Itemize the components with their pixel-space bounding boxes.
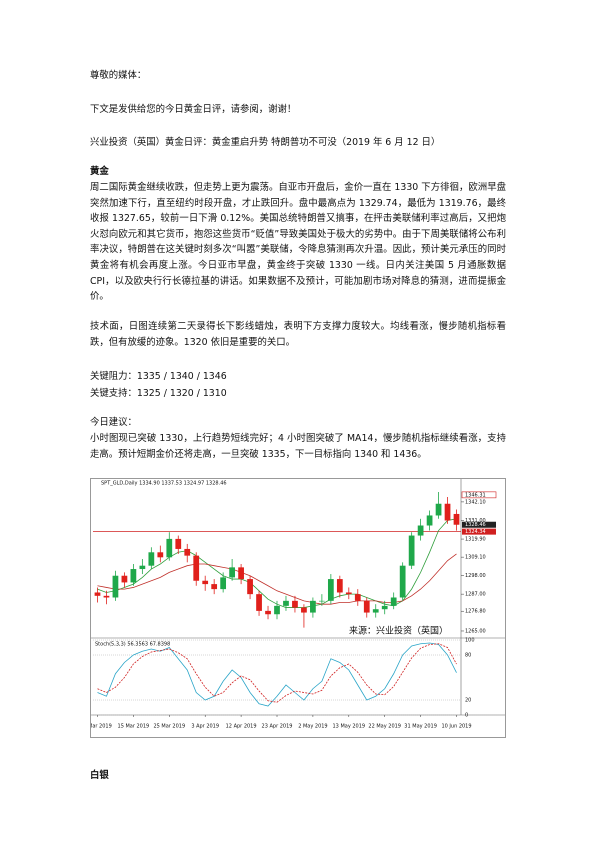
y-tick-label: 0 [465,713,468,719]
candle-body [327,579,334,601]
y-tick-label: 1309.10 [465,555,486,561]
x-tick-label: 6 Mar 2019 [90,724,112,730]
y-tick-label: 1276.80 [465,609,486,615]
candle-body [336,579,343,593]
candle-body [435,503,442,516]
headline: 兴业投资（英国）黄金日评：黄金重启升势 特朗普功不可没（2019 年 6 月 1… [90,137,441,148]
candle-body [301,607,307,613]
candle-body [175,538,182,549]
candle-body [265,610,271,615]
intro: 下文是发供给您的今日黄金日评，请参阅，谢谢！ [90,104,297,115]
section-heading: 黄金 [90,166,109,177]
support: 关键支持：1325 / 1320 / 1310 [90,388,227,399]
price-tag-label: 1324.34 [465,529,486,535]
y-tick-label: 1319.90 [465,537,486,543]
x-tick-label: 3 Apr 2019 [191,724,219,730]
moving-average [97,553,457,605]
chart: SPT_GLD,Daily 1334.90 1337.53 1324.97 13… [90,478,506,738]
candle-body [408,535,415,566]
chart-title: SPT_GLD,Daily 1334.90 1337.53 1324.97 13… [101,481,227,487]
x-tick-label: 13 May 2019 [333,724,366,730]
candle-body [220,577,227,590]
candle-body [426,515,433,526]
candle-body [148,552,155,566]
candle-body [372,609,379,613]
candle-body [184,548,191,556]
price-tag [462,528,496,535]
candle-body [274,605,280,615]
x-tick-label: 23 Apr 2019 [262,724,293,730]
x-tick-label: 25 Mar 2019 [153,724,185,730]
paragraph: 周二国际黄金继续收跌，但走势上更为震荡。自亚市开盘后，金价一直在 1330 下方… [90,182,506,303]
x-tick-label: 10 Jun 2019 [441,724,471,730]
y-tick-label: 1265.00 [465,628,486,634]
candle-body [229,567,235,578]
stochastic-line [97,643,457,703]
candle-body [112,575,119,598]
price-tag-label: 1328.46 [465,522,486,528]
candle-body [354,594,361,601]
price-tag-label: 1346.31 [465,492,486,498]
candle-body [121,575,128,583]
candle-body [283,600,289,606]
candle-body [166,538,173,558]
candle-body [247,579,253,595]
x-tick-label: 12 Apr 2019 [226,724,257,730]
x-tick-label: 15 Mar 2019 [118,724,150,730]
section-heading: 白银 [90,770,109,781]
y-tick-label: 80 [465,653,471,659]
stochastic-line [97,642,457,707]
candle-body [310,600,316,613]
y-tick-label: 1342.10 [465,499,486,505]
candle-body [345,592,352,595]
watermark: 来源：兴业投资（英国） [349,625,448,637]
paragraph: 小时图现已突破 1330，上行趋势短线完好；4 小时图突破了 MA14，慢步随机… [90,433,506,460]
candle-body [193,555,200,581]
y-tick-label: 1298.00 [465,573,486,579]
candle-body [390,597,397,606]
candle-body [381,605,388,610]
advice-title: 今日建议： [90,417,137,428]
y-tick-label: 100 [465,638,475,644]
candle-body [363,600,370,613]
paragraph: 技术面，日图连续第二天录得长下影线蜡烛，表明下方支撑力度较大。均线看涨，慢步随机… [90,321,506,348]
x-tick-label: 2 May 2019 [298,724,327,730]
candle-body [94,592,101,596]
greeting: 尊敬的媒体： [90,70,147,81]
candle-body [319,600,325,602]
candle-body [256,594,262,611]
candle-body [202,580,209,585]
price-tag [462,521,496,528]
candle-body [211,584,218,590]
candle-body [103,595,110,598]
price-tag [461,491,497,499]
chart-background [91,479,505,737]
y-tick-label: 1287.00 [465,592,486,598]
y-tick-label: 1331.00 [465,518,486,524]
candle-body [157,552,164,558]
candle-body [292,600,298,608]
candle-body [399,565,406,598]
candle-body [417,525,424,536]
candle-body [444,503,451,521]
indicator-title: Stoch(5,3,3) 56.3563 67.8398 [95,642,170,648]
candle-body [130,569,137,583]
y-tick-label: 20 [465,698,471,704]
candle-body [139,565,146,570]
x-tick-label: 31 May 2019 [404,724,437,730]
x-tick-label: 22 May 2019 [368,724,401,730]
candle-body [238,567,244,580]
candle-body [453,513,460,525]
resistance: 关键阻力：1335 / 1340 / 1346 [90,371,227,382]
